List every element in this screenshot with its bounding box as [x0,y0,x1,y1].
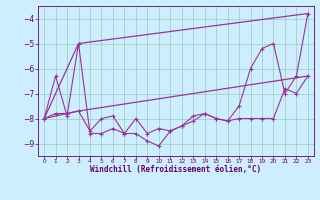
X-axis label: Windchill (Refroidissement éolien,°C): Windchill (Refroidissement éolien,°C) [91,165,261,174]
